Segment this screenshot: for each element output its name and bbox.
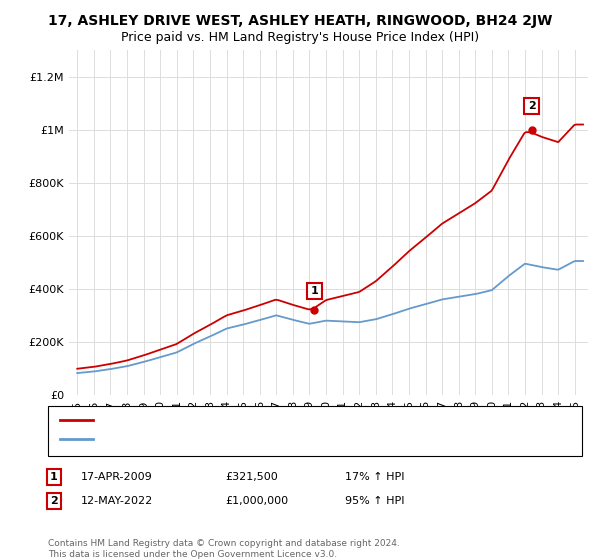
Text: 17, ASHLEY DRIVE WEST, ASHLEY HEATH, RINGWOOD, BH24 2JW: 17, ASHLEY DRIVE WEST, ASHLEY HEATH, RIN… [48, 14, 552, 28]
Text: 2: 2 [528, 101, 535, 111]
Text: 17-APR-2009: 17-APR-2009 [81, 472, 153, 482]
Text: £321,500: £321,500 [225, 472, 278, 482]
Text: £1,000,000: £1,000,000 [225, 496, 288, 506]
Text: 2: 2 [50, 496, 58, 506]
Text: 1: 1 [311, 286, 318, 296]
Text: Contains HM Land Registry data © Crown copyright and database right 2024.
This d: Contains HM Land Registry data © Crown c… [48, 539, 400, 559]
Text: 17, ASHLEY DRIVE WEST, ASHLEY HEATH, RINGWOOD, BH24 2JW (detached house): 17, ASHLEY DRIVE WEST, ASHLEY HEATH, RIN… [99, 415, 532, 425]
Text: Price paid vs. HM Land Registry's House Price Index (HPI): Price paid vs. HM Land Registry's House … [121, 31, 479, 44]
Text: 12-MAY-2022: 12-MAY-2022 [81, 496, 153, 506]
Text: 17% ↑ HPI: 17% ↑ HPI [345, 472, 404, 482]
Text: 95% ↑ HPI: 95% ↑ HPI [345, 496, 404, 506]
Text: HPI: Average price, detached house, Dorset: HPI: Average price, detached house, Dors… [99, 434, 326, 444]
Text: 1: 1 [50, 472, 58, 482]
